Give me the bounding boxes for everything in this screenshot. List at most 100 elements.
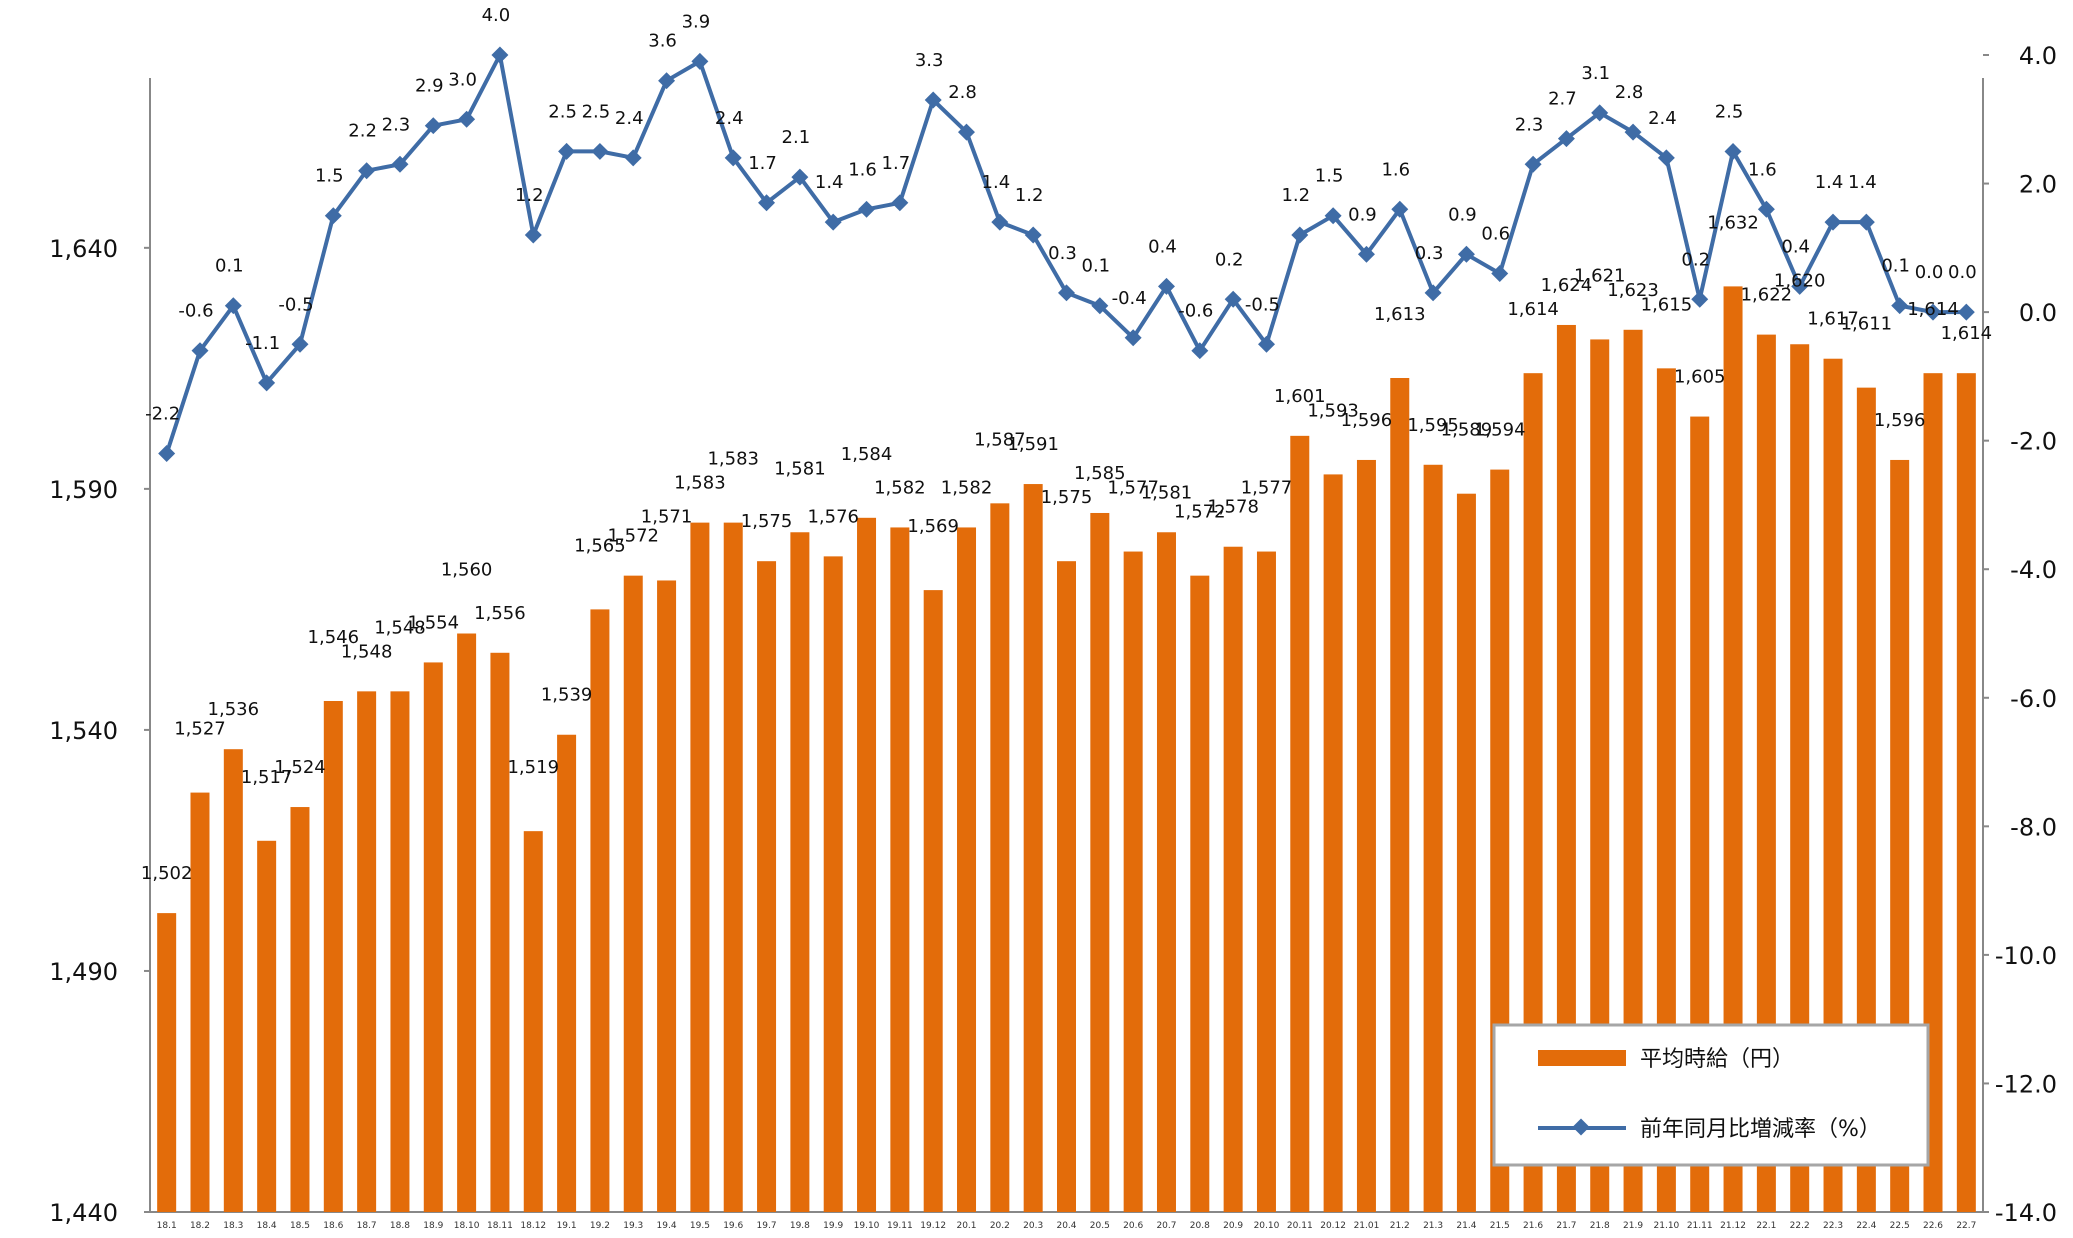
bar-data-label: 1,575 [1041, 487, 1093, 508]
bar [1090, 512, 1110, 1212]
line-point [858, 200, 876, 218]
bar [423, 662, 443, 1212]
bar [323, 700, 343, 1212]
line-data-label: 3.0 [448, 69, 477, 90]
bar-data-label: 1,593 [1307, 400, 1359, 421]
bar-data-label: 1,584 [841, 444, 893, 465]
line-point [1357, 245, 1375, 263]
x-tick-label: 19.12 [920, 1221, 946, 1231]
bar-data-label: 1,560 [441, 560, 493, 581]
line-point [1757, 200, 1775, 218]
line-data-label: 4.0 [482, 5, 511, 26]
bar [290, 807, 310, 1212]
bar-data-label: 1,569 [907, 516, 959, 537]
bar-data-label: 1,591 [1007, 434, 1059, 455]
bar-data-label: 1,620 [1774, 270, 1826, 291]
line-data-label: 1.5 [1315, 166, 1344, 187]
x-tick-label: 18.4 [257, 1221, 277, 1231]
bar [1856, 387, 1876, 1212]
x-tick-label: 18.8 [390, 1221, 410, 1231]
x-tick-label: 21.7 [1556, 1221, 1576, 1231]
line-data-label: 1.6 [1748, 159, 1777, 180]
bar-data-label: 1,617 [1807, 309, 1859, 330]
line-data-label: -2.2 [145, 404, 180, 425]
bar-data-label: 1,605 [1674, 367, 1726, 388]
right-tick-label: -10.0 [1995, 942, 2057, 970]
bar-data-label: 1,548 [341, 641, 393, 662]
bar [1956, 373, 1976, 1212]
line-data-label: 2.7 [1548, 89, 1577, 110]
x-tick-label: 18.1 [157, 1221, 177, 1231]
line-point [358, 162, 376, 180]
bar-data-label: 1,632 [1707, 212, 1759, 233]
x-tick-label: 20.8 [1190, 1221, 1210, 1231]
right-tick-label: -8.0 [2010, 813, 2057, 841]
line-data-label: 2.8 [948, 82, 977, 103]
bar [1656, 368, 1676, 1213]
right-tick-label: 2.0 [2019, 171, 2057, 199]
line-point [1857, 213, 1875, 231]
x-tick-label: 18.3 [223, 1221, 243, 1231]
x-tick-label: 20.10 [1254, 1221, 1280, 1231]
bar [1156, 532, 1176, 1212]
bar-data-label: 1,571 [641, 506, 693, 527]
bar-data-label: 1,594 [1474, 420, 1526, 441]
bar [890, 527, 910, 1212]
bar-data-label: 1,577 [1241, 478, 1293, 499]
left-tick-label: 1,440 [49, 1199, 118, 1227]
x-tick-label: 20.2 [990, 1221, 1010, 1231]
bar [690, 522, 710, 1212]
line-point [924, 91, 942, 109]
bar-data-label: 1,581 [774, 458, 826, 479]
bar [490, 652, 510, 1212]
bar-data-label: 1,587 [974, 429, 1026, 450]
x-tick-label: 22.2 [1790, 1221, 1810, 1231]
line-data-label: 2.2 [348, 121, 377, 142]
line-point [1524, 155, 1542, 173]
bar [923, 590, 943, 1212]
x-tick-label: 21.2 [1390, 1221, 1410, 1231]
x-tick-label: 21.01 [1354, 1221, 1380, 1231]
x-tick-label: 21.9 [1623, 1221, 1643, 1231]
line-point [524, 226, 542, 244]
line-data-label: 2.8 [1615, 82, 1644, 103]
legend-bar-swatch [1538, 1050, 1626, 1066]
bar [1823, 358, 1843, 1212]
line-point [624, 149, 642, 167]
bar [657, 580, 677, 1212]
bar [623, 575, 643, 1212]
line-point [1391, 200, 1409, 218]
bar-data-label: 1,614 [1941, 323, 1993, 344]
line-point [1324, 207, 1342, 225]
x-tick-label: 19.6 [723, 1221, 743, 1231]
x-tick-label: 22.6 [1923, 1221, 1943, 1231]
line-data-label: 2.3 [382, 114, 411, 135]
bar-data-label: 1,548 [374, 617, 426, 638]
x-tick-label: 19.4 [657, 1221, 677, 1231]
line-point [758, 194, 776, 212]
line-data-label: 2.4 [1648, 108, 1677, 129]
line-point [891, 194, 909, 212]
x-tick-label: 22.3 [1823, 1221, 1843, 1231]
bar [557, 734, 577, 1212]
bar-data-label: 1,601 [1274, 386, 1326, 407]
line-data-label: 0.1 [1881, 256, 1910, 277]
x-tick-label: 19.2 [590, 1221, 610, 1231]
line-point [1891, 297, 1909, 315]
line-data-label: -0.5 [278, 294, 313, 315]
bar [1523, 373, 1543, 1212]
bar-data-label: 1,621 [1574, 265, 1626, 286]
bar [1256, 551, 1276, 1212]
line-data-label: 2.5 [582, 101, 611, 122]
line-point [824, 213, 842, 231]
bar [790, 532, 810, 1212]
x-tick-label: 19.1 [557, 1221, 577, 1231]
x-tick-label: 19.9 [823, 1221, 843, 1231]
bar-data-label: 1,624 [1541, 275, 1593, 296]
bar [1690, 416, 1710, 1212]
bar [590, 609, 610, 1212]
x-tick-label: 18.5 [290, 1221, 310, 1231]
bar [1123, 551, 1143, 1212]
line-data-label: 1.6 [848, 159, 877, 180]
